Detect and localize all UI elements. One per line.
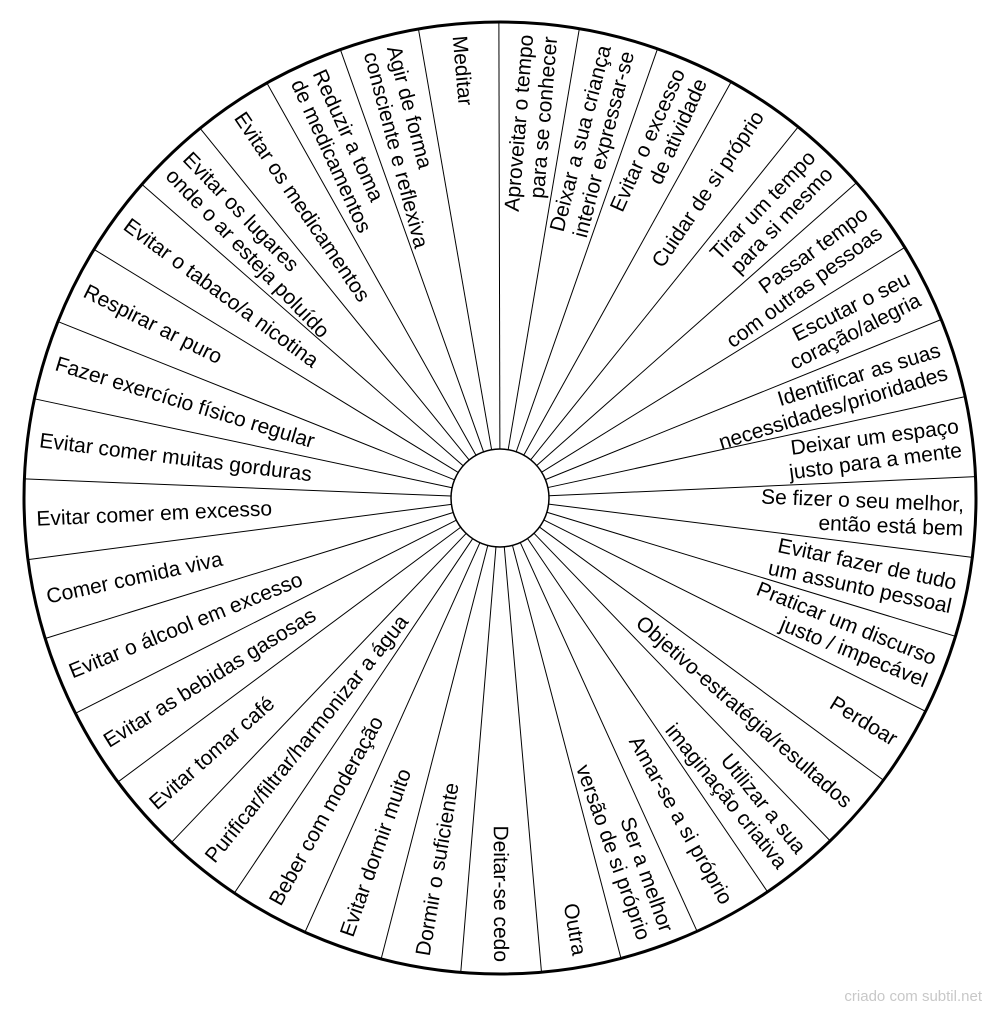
segment-divider bbox=[523, 81, 732, 456]
segment-label: Deitar-se cedo bbox=[489, 825, 512, 962]
segment-divider bbox=[515, 48, 658, 452]
segment-divider bbox=[498, 21, 501, 450]
segment-divider bbox=[503, 546, 542, 973]
segment-divider bbox=[117, 526, 461, 783]
segment-divider bbox=[511, 545, 622, 959]
segment-divider bbox=[546, 511, 956, 637]
segment-divider bbox=[460, 546, 497, 973]
segment-divider bbox=[539, 526, 884, 781]
wheel-dividers bbox=[24, 21, 976, 973]
segment-divider bbox=[57, 321, 455, 481]
segment-divider bbox=[548, 476, 976, 497]
segment-divider bbox=[536, 182, 857, 466]
segment-divider bbox=[543, 519, 926, 712]
segment-divider bbox=[527, 538, 768, 893]
segment-divider bbox=[304, 542, 481, 933]
segment-divider bbox=[266, 82, 477, 456]
segment-divider bbox=[199, 128, 470, 461]
watermark: criado com subtil.net bbox=[844, 988, 982, 1005]
segment-divider bbox=[24, 478, 452, 497]
segment-divider bbox=[547, 396, 966, 489]
segment-divider bbox=[171, 533, 467, 843]
segment-divider bbox=[541, 247, 906, 473]
segment-divider bbox=[507, 28, 580, 450]
segment-divider bbox=[75, 519, 457, 714]
segment-divider bbox=[339, 49, 485, 453]
segment-divider bbox=[45, 511, 454, 639]
segment-divider bbox=[27, 503, 452, 561]
segment-divider bbox=[233, 538, 474, 894]
wheel-hub bbox=[450, 448, 550, 548]
segment-divider bbox=[380, 545, 489, 960]
segment-divider bbox=[530, 126, 799, 461]
segment-divider bbox=[141, 183, 464, 467]
segment-divider bbox=[34, 398, 453, 489]
segment-divider bbox=[93, 248, 459, 473]
segment-divider bbox=[533, 532, 831, 842]
segment-divider bbox=[519, 542, 698, 932]
segment-divider bbox=[545, 319, 942, 481]
segment-divider bbox=[548, 503, 973, 558]
segment-divider bbox=[417, 28, 493, 450]
